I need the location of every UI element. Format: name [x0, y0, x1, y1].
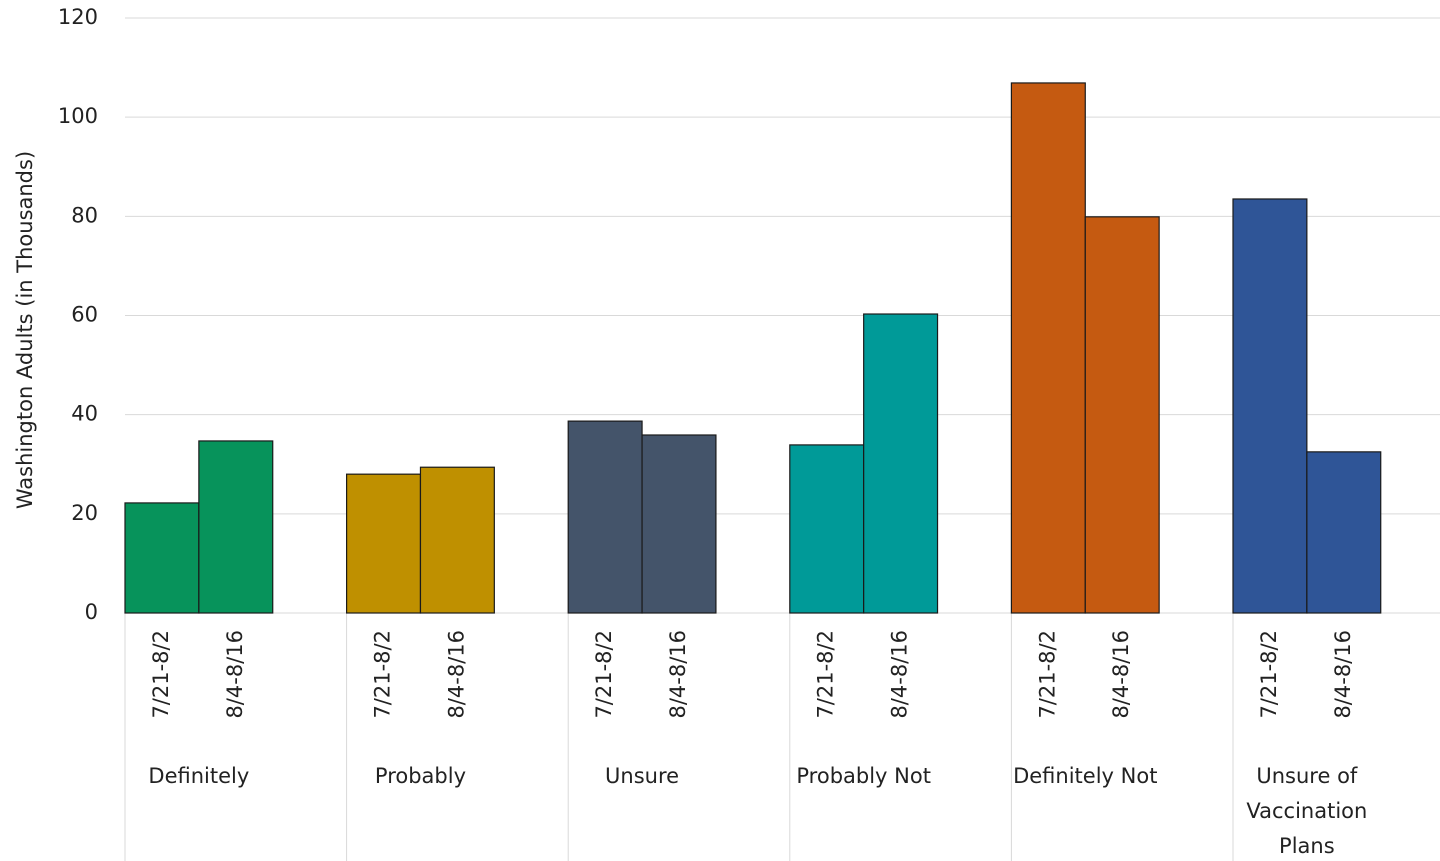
y-tick-label: 100 — [58, 104, 98, 128]
y-tick-label: 80 — [71, 203, 98, 227]
y-tick-label: 0 — [85, 600, 98, 624]
bar — [419, 466, 495, 614]
x-tick-label: 7/21-8/2 — [1035, 630, 1059, 719]
bar — [124, 502, 200, 614]
x-tick-label: 8/4-8/16 — [1109, 630, 1133, 719]
bar — [1010, 82, 1086, 614]
y-tick-label: 120 — [58, 5, 98, 29]
y-axis-label: Washington Adults (in Thousands) — [13, 151, 37, 509]
group-label: Definitely — [148, 764, 249, 788]
x-tick-label: 8/4-8/16 — [888, 630, 912, 719]
group-label: Unsure of Vaccination Plans — [1246, 764, 1367, 858]
x-tick-label: 8/4-8/16 — [223, 630, 247, 719]
y-tick-label: 20 — [71, 501, 98, 525]
group-label: Probably — [375, 764, 466, 788]
group-label: Unsure — [605, 764, 679, 788]
bar — [346, 473, 422, 614]
y-tick-label: 40 — [71, 402, 98, 426]
x-tick-label: 7/21-8/2 — [814, 630, 838, 719]
x-tick-label: 8/4-8/16 — [666, 630, 690, 719]
x-tick-label: 7/21-8/2 — [371, 630, 395, 719]
bar — [567, 420, 643, 614]
x-tick-label: 8/4-8/16 — [1331, 630, 1355, 719]
group-label: Probably Not — [796, 764, 931, 788]
bar — [1232, 198, 1308, 614]
x-tick-label: 7/21-8/2 — [592, 630, 616, 719]
x-tick-label: 7/21-8/2 — [149, 630, 173, 719]
x-tick-label: 7/21-8/2 — [1257, 630, 1281, 719]
bar — [863, 313, 939, 614]
y-tick-label: 60 — [71, 303, 98, 327]
bar — [1084, 216, 1160, 614]
bar — [198, 440, 274, 614]
bar — [641, 434, 717, 614]
bar — [789, 444, 865, 614]
x-tick-label: 8/4-8/16 — [444, 630, 468, 719]
group-label: Definitely Not — [1013, 764, 1157, 788]
bar — [1306, 451, 1382, 614]
